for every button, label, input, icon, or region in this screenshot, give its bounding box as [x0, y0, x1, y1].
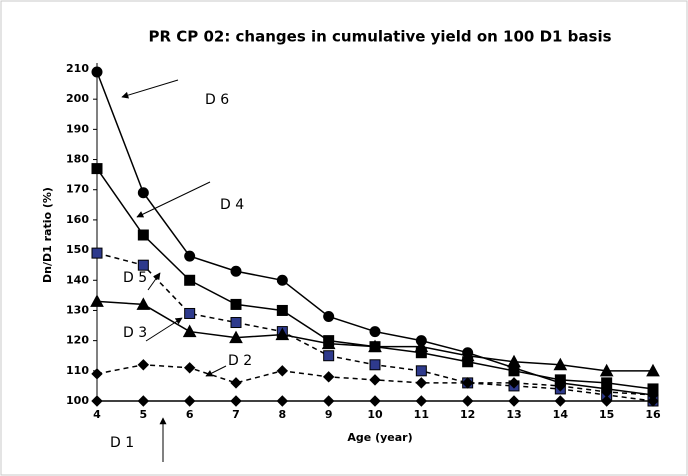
marker: [276, 395, 289, 407]
marker: [461, 377, 474, 389]
marker: [368, 339, 382, 353]
marker: [369, 359, 381, 371]
y-tick-label: 150: [66, 243, 89, 256]
marker: [136, 297, 151, 310]
marker: [137, 259, 149, 271]
y-tick-label: 190: [66, 122, 89, 135]
marker: [415, 365, 427, 377]
marker: [414, 339, 429, 353]
marker: [230, 395, 242, 407]
x-axis-label: Age (year): [347, 431, 412, 444]
x-tick-label: 6: [186, 408, 194, 421]
marker: [415, 395, 428, 407]
marker: [321, 336, 336, 350]
annotation-arrow: [136, 181, 211, 218]
marker: [183, 362, 196, 374]
y-tick-label: 100: [66, 394, 89, 407]
y-tick-label: 210: [66, 62, 89, 75]
marker: [323, 350, 335, 362]
series-annotation: D 6: [205, 92, 229, 108]
x-tick-label: 7: [232, 408, 240, 421]
marker: [183, 395, 196, 407]
series-annotation: D 2: [228, 353, 252, 369]
marker: [508, 377, 520, 389]
x-tick-label: 16: [645, 408, 661, 421]
marker: [508, 365, 520, 377]
marker: [230, 377, 242, 389]
marker: [647, 395, 659, 407]
marker: [91, 66, 103, 78]
x-tick-label: 5: [140, 408, 148, 421]
y-tick-label: 170: [66, 183, 89, 196]
x-tick-label: 14: [553, 408, 569, 421]
marker: [275, 327, 290, 341]
marker: [461, 395, 474, 407]
marker: [184, 307, 196, 319]
x-tick-label: 12: [460, 408, 475, 421]
marker: [276, 274, 288, 286]
y-tick-label: 180: [66, 153, 89, 166]
marker: [230, 317, 242, 329]
annotation-arrow: [145, 317, 183, 342]
annotation-arrow: [147, 272, 161, 291]
marker: [646, 363, 660, 377]
marker: [460, 348, 475, 362]
marker: [90, 294, 104, 307]
y-tick-label: 140: [66, 273, 89, 286]
marker: [554, 395, 567, 407]
marker: [554, 380, 567, 392]
marker: [322, 395, 335, 407]
marker: [230, 298, 242, 310]
series-annotation: D 1: [110, 435, 134, 451]
marker: [369, 326, 381, 338]
x-tick-label: 11: [414, 408, 429, 421]
marker: [184, 250, 196, 262]
series-annotation: D 4: [220, 197, 244, 213]
marker: [91, 163, 103, 175]
marker: [137, 229, 149, 241]
y-tick-label: 160: [66, 213, 89, 226]
chart-title: PR CP 02: changes in cumulative yield on…: [148, 28, 611, 46]
x-tick-label: 4: [93, 408, 101, 421]
series-annotation: D 5: [123, 270, 147, 286]
x-tick-label: 10: [367, 408, 383, 421]
marker: [91, 247, 103, 259]
marker: [230, 265, 242, 277]
marker: [182, 324, 197, 338]
marker: [91, 395, 103, 407]
annotation-arrow: [121, 79, 179, 99]
marker: [507, 354, 521, 368]
marker: [137, 395, 150, 407]
marker: [553, 357, 568, 371]
marker: [369, 395, 381, 407]
marker: [91, 368, 103, 380]
marker: [415, 377, 428, 389]
marker: [276, 304, 288, 316]
x-tick-label: 15: [599, 408, 614, 421]
y-axis-label: Dn/D1 ratio (%): [41, 187, 54, 283]
marker: [599, 363, 614, 377]
annotation-arrow: [205, 365, 227, 377]
marker: [137, 187, 149, 199]
marker: [322, 371, 335, 383]
marker: [229, 330, 243, 344]
x-tick-label: 9: [325, 408, 333, 421]
marker: [276, 365, 289, 377]
x-tick-label: 13: [506, 408, 521, 421]
marker: [369, 374, 381, 386]
x-tick-label: 8: [279, 408, 287, 421]
marker: [508, 395, 520, 407]
marker: [600, 395, 613, 407]
series-annotation: D 3: [123, 325, 147, 341]
y-tick-label: 120: [66, 334, 89, 347]
marker: [323, 310, 335, 322]
y-tick-label: 130: [66, 303, 89, 316]
y-tick-label: 110: [66, 364, 89, 377]
y-tick-label: 200: [66, 92, 89, 105]
marker: [137, 359, 150, 371]
marker: [184, 274, 196, 286]
